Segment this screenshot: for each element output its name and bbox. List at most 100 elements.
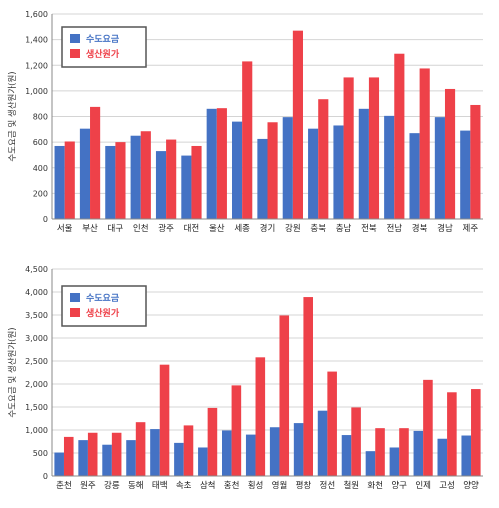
bar-cost-10 [318,99,329,219]
x-tick-label: 강릉 [104,480,120,491]
bar-fee-0 [54,452,64,476]
y-axis-label: 수도요금 및 생산원가(원) [7,327,18,417]
bar-cost-16 [470,104,481,219]
legend-label: 수도요금 [86,293,120,304]
bar-fee-15 [434,117,445,219]
bar-cost-3 [140,131,151,219]
x-tick-label: 광주 [158,223,174,234]
legend-box [61,285,147,327]
x-tick-label: 고성 [439,481,455,491]
bar-fee-17 [461,435,472,476]
legend-label: 생산원가 [86,48,120,60]
y-tick-label: 3,500 [25,311,48,320]
bar-fee-13 [384,115,395,219]
bar-cost-7 [231,385,242,476]
x-tick-label: 양구 [391,480,407,491]
x-tick-label: 전북 [361,223,377,234]
y-tick-label: 1,200 [25,61,48,70]
bar-cost-0 [64,141,75,219]
y-tick-label: 4,000 [25,288,48,297]
x-tick-label: 속초 [176,481,192,491]
y-tick-label: 3,000 [25,334,48,343]
bar-fee-2 [105,145,116,219]
x-tick-label: 원주 [80,481,96,491]
x-tick-label: 대구 [108,224,124,234]
bar-cost-11 [327,371,337,476]
bar-cost-13 [394,53,405,219]
x-tick-label: 제주 [463,224,479,234]
y-tick-label: 800 [33,113,48,122]
bar-cost-8 [255,357,266,476]
bar-cost-16 [447,392,457,476]
legend-label: 수도요금 [86,34,120,45]
y-tick-label: 0 [43,472,48,481]
legend-box [61,26,147,68]
bar-cost-12 [368,77,380,219]
x-tick-label: 정선 [320,480,336,491]
bar-cost-11 [343,77,354,219]
bar-fee-8 [245,434,256,476]
bar-fee-1 [78,440,88,476]
bar-fee-13 [365,451,376,476]
legend-swatch [70,308,80,317]
bar-cost-15 [444,88,456,219]
bar-fee-4 [150,429,160,476]
bar-fee-14 [389,447,400,476]
bar-cost-8 [267,122,278,219]
y-tick-label: 1,000 [25,426,48,435]
y-tick-label: 4,500 [25,265,48,274]
y-tick-label: 1,000 [25,87,48,96]
bar-cost-3 [135,422,146,476]
bar-cost-2 [111,432,122,476]
x-tick-label: 춘천 [56,480,72,491]
legend-swatch [70,34,80,43]
bar-cost-17 [471,389,481,476]
bar-fee-7 [232,121,243,219]
x-tick-label: 화천 [367,480,383,491]
y-tick-label: 600 [33,138,48,147]
bar-fee-6 [206,108,217,219]
bar-cost-13 [375,428,385,476]
bar-cost-15 [423,379,433,476]
bar-cost-5 [183,425,194,476]
x-tick-label: 울산 [209,223,225,234]
bar-fee-2 [102,444,112,476]
bar-cost-1 [87,432,98,476]
x-tick-label: 경북 [412,223,428,234]
bar-fee-9 [269,427,280,476]
x-tick-label: 철원 [343,480,359,491]
bar-cost-2 [115,142,126,219]
y-tick-label: 0 [43,215,48,224]
x-tick-label: 대전 [184,223,200,234]
bar-cost-0 [63,436,74,476]
x-tick-label: 홍천 [224,480,240,491]
bar-fee-9 [282,117,293,219]
bar-fee-11 [333,125,344,219]
x-tick-label: 양양 [463,480,479,491]
legend-swatch [70,49,80,58]
bar-cost-6 [207,407,218,476]
x-tick-label: 부산 [82,223,98,234]
y-axis-label: 수도요금 및 생산원가(원) [7,71,18,161]
x-tick-label: 세종 [234,224,250,234]
y-tick-label: 2,500 [25,357,48,366]
bar-fee-0 [54,145,65,219]
x-tick-label: 강원 [285,223,301,234]
bar-fee-11 [317,410,328,476]
x-tick-label: 동해 [128,481,144,491]
x-tick-label: 인제 [415,480,431,491]
bar-fee-16 [437,438,448,476]
x-tick-label: 전남 [386,223,402,234]
bar-fee-6 [198,447,208,476]
bar-cost-1 [90,106,101,219]
x-tick-label: 횡성 [248,480,264,491]
bar-cost-6 [216,108,227,219]
bar-cost-4 [166,139,177,219]
bar-fee-3 [130,135,141,219]
chart-bottom-svg: 0 500 1,000 1,500 2,000 2,500 3,000 3,500 4,000 4… [7,265,483,491]
bar-fee-4 [155,151,167,219]
x-tick-label: 충북 [310,224,326,234]
x-tick-label: 충남 [336,224,352,234]
bar-cost-12 [351,407,361,476]
